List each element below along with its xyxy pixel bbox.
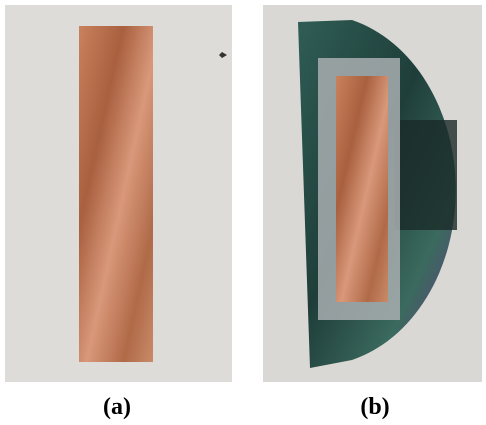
photos <box>0 0 486 425</box>
photo-a <box>5 5 232 382</box>
panel-label: (a) <box>77 394 157 421</box>
photo-b <box>263 5 482 382</box>
figure: (a) (b) <box>0 0 486 425</box>
panel-label: (b) <box>335 394 415 421</box>
